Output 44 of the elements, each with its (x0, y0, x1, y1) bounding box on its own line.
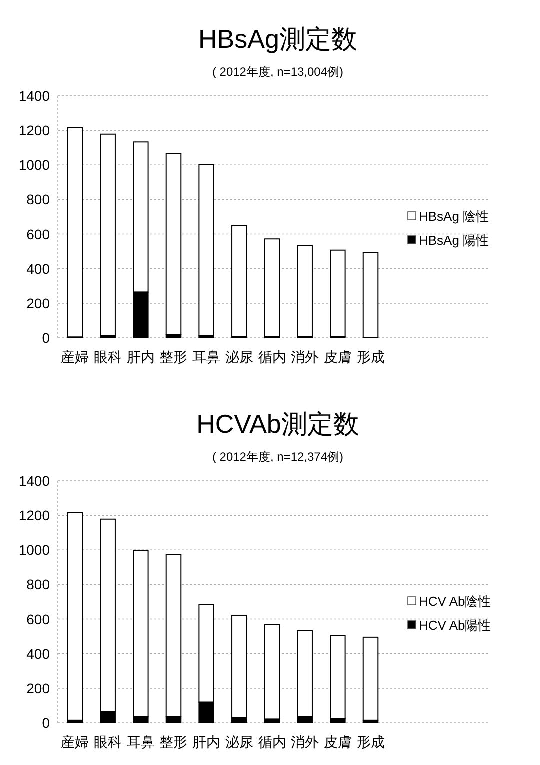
y-tick-label: 1400 (18, 88, 50, 104)
y-tick-label: 0 (42, 715, 50, 731)
x-tick-label: 消外 (291, 349, 320, 365)
legend-label: HCV Ab陽性 (419, 618, 492, 633)
x-tick-label: 泌尿 (225, 734, 254, 750)
y-tick-label: 1000 (18, 542, 50, 558)
x-tick-label: 耳鼻 (126, 734, 155, 750)
x-tick-label: 肝内 (126, 349, 155, 365)
chart-subtitle: ( 2012年度, n=13,004例) (212, 65, 344, 79)
y-tick-label: 200 (26, 680, 50, 696)
chart-title: HBsAg測定数 (198, 24, 358, 54)
y-tick-label: 200 (26, 295, 50, 312)
x-tick-label: 眼科 (94, 349, 122, 365)
y-tick-label: 400 (26, 646, 50, 662)
x-tick-label: 形成 (356, 734, 385, 750)
y-tick-label: 600 (26, 611, 50, 628)
text: HBsAg 陰性 (419, 209, 490, 224)
x-tick-label: 産婦 (61, 349, 90, 365)
chart-subtitle: ( 2012年度, n=12,374例) (212, 450, 344, 464)
x-tick-label: 皮膚 (324, 349, 352, 365)
y-tick-label: 1200 (18, 508, 50, 524)
y-tick-label: 800 (26, 576, 50, 593)
x-tick-label: 循内 (258, 349, 286, 365)
y-tick-label: 1000 (18, 157, 50, 174)
x-tick-label: 泌尿 (225, 349, 254, 365)
x-tick-label: 眼科 (94, 734, 122, 750)
text: HCV Ab陰性 (419, 594, 492, 609)
x-tick-label: 肝内 (192, 734, 221, 750)
legend-label: HBsAg 陽性 (419, 233, 490, 248)
x-tick-label: 皮膚 (324, 734, 352, 750)
y-tick-label: 0 (42, 330, 50, 346)
x-tick-label: 消外 (291, 734, 320, 750)
x-tick-label: 整形 (160, 734, 188, 750)
x-tick-label: 形成 (356, 349, 385, 365)
x-tick-label: 整形 (160, 349, 188, 365)
y-tick-label: 1200 (18, 122, 50, 139)
chart-title: HCVAb測定数 (196, 409, 360, 439)
x-tick-label: 産婦 (61, 734, 90, 750)
y-tick-label: 600 (26, 226, 50, 242)
y-tick-label: 400 (26, 260, 50, 277)
y-tick-label: 800 (26, 192, 50, 208)
x-tick-label: 循内 (258, 734, 286, 750)
y-tick-label: 1400 (18, 473, 50, 489)
x-tick-label: 耳鼻 (192, 349, 221, 365)
